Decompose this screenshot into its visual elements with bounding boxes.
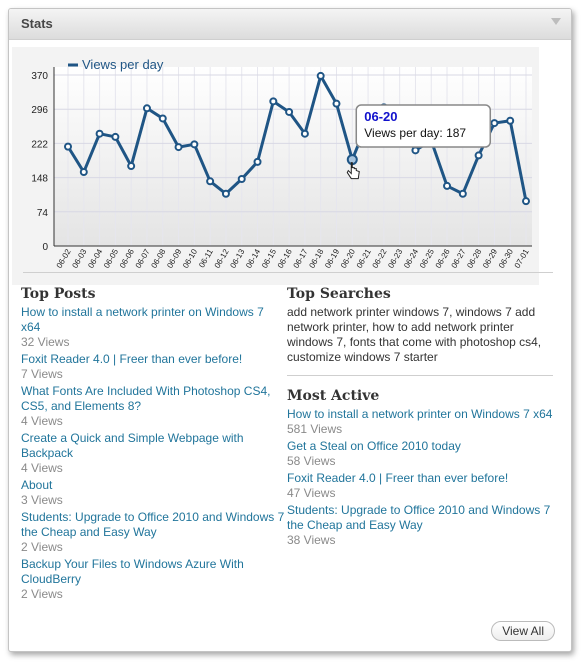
divider [287,375,553,376]
data-point[interactable] [127,162,136,171]
list-item: Foxit Reader 4.0 | Freer than ever befor… [21,352,285,382]
widget-header: Stats [9,9,571,40]
tooltip-date: 06-20 [364,109,397,124]
data-point[interactable] [174,143,183,152]
data-point[interactable] [506,116,515,125]
top-posts-heading: Top Posts [21,286,96,302]
list-item: Students: Upgrade to Office 2010 and Win… [287,503,555,548]
list-item: Get a Steal on Office 2010 today 58 Views [287,439,555,469]
post-link[interactable]: What Fonts Are Included With Photoshop C… [21,384,271,413]
view-count: 4 Views [21,461,63,475]
post-link[interactable]: Backup Your Files to Windows Azure With … [21,557,244,586]
data-point[interactable] [300,129,309,138]
stats-widget: Stats 0 74 148 222 296 370 06-02 06-03 06-04 06-0… [8,8,572,652]
top-searches-heading: Top Searches [287,286,391,302]
post-link[interactable]: Foxit Reader 4.0 | Freer than ever befor… [21,352,243,366]
collapse-arrow-icon[interactable] [551,18,561,25]
post-link[interactable]: Students: Upgrade to Office 2010 and Win… [21,510,285,539]
data-point[interactable] [269,97,278,106]
view-count: 58 Views [287,454,336,468]
data-point[interactable] [411,146,420,155]
list-item: Foxit Reader 4.0 | Freer than ever befor… [287,471,555,501]
divider [23,272,553,273]
view-count: 3 Views [21,493,63,507]
data-point[interactable] [190,140,199,149]
top-posts-section: Top Posts How to install a network print… [21,285,285,604]
data-point[interactable] [64,142,72,151]
widget-title: Stats [21,16,53,31]
data-point[interactable] [158,114,167,123]
hand-cursor-icon [346,162,360,180]
list-item: Create a Quick and Simple Webpage with B… [21,431,285,476]
legend-label: Views per day [82,57,164,72]
data-point[interactable] [206,177,215,186]
post-link[interactable]: Get a Steal on Office 2010 today [287,439,461,453]
data-point[interactable] [285,107,294,116]
post-link[interactable]: About [21,478,53,492]
data-point[interactable] [474,151,483,160]
y-tick-label: 0 [42,242,48,253]
most-active-section: Most Active How to install a network pri… [287,387,555,550]
data-point[interactable] [332,99,341,108]
list-item: Backup Your Files to Windows Azure With … [21,557,285,602]
data-point[interactable] [522,197,530,206]
y-tick-label: 148 [31,174,48,185]
view-count: 581 Views [287,422,343,436]
list-item: About 3 Views [21,478,285,508]
view-count: 38 Views [287,533,336,547]
data-point[interactable] [111,132,120,141]
post-link[interactable]: Create a Quick and Simple Webpage with B… [21,431,244,460]
y-tick-label: 74 [37,208,49,219]
tooltip [355,104,492,148]
top-searches-section: Top Searches add network printer windows… [287,285,557,365]
data-point[interactable] [458,189,467,198]
view-count: 47 Views [287,486,336,500]
post-link[interactable]: Students: Upgrade to Office 2010 and Win… [287,503,551,532]
data-point[interactable] [443,181,452,190]
data-point[interactable] [237,174,246,183]
data-point[interactable] [142,104,151,113]
view-count: 2 Views [21,587,63,601]
post-link[interactable]: Foxit Reader 4.0 | Freer than ever befor… [287,471,509,485]
list-item: Students: Upgrade to Office 2010 and Win… [21,510,285,555]
view-count: 7 Views [21,367,63,381]
view-count: 2 Views [21,540,63,554]
list-item: How to install a network printer on Wind… [21,305,285,350]
most-active-heading: Most Active [287,388,380,404]
data-point[interactable] [221,189,230,198]
list-item: How to install a network printer on Wind… [287,407,555,437]
post-link[interactable]: How to install a network printer on Wind… [21,305,264,334]
view-all-button[interactable]: View All [491,621,555,641]
data-point[interactable] [490,119,499,128]
tooltip-value: Views per day: 187 [364,126,466,140]
view-count: 4 Views [21,414,63,428]
views-per-day-chart: 07414822229637006-0206-0306-0406-0506-06… [12,47,539,285]
y-tick-label: 222 [31,139,48,150]
y-tick-label: 370 [31,71,48,82]
data-point[interactable] [95,129,104,138]
list-item: What Fonts Are Included With Photoshop C… [21,384,285,429]
data-point[interactable] [79,168,88,177]
top-searches-text: add network printer windows 7, windows 7… [287,305,542,364]
view-count: 32 Views [21,335,70,349]
data-point[interactable] [253,157,262,166]
post-link[interactable]: How to install a network printer on Wind… [287,407,553,421]
data-point[interactable] [316,71,325,80]
y-tick-label: 296 [31,105,48,116]
